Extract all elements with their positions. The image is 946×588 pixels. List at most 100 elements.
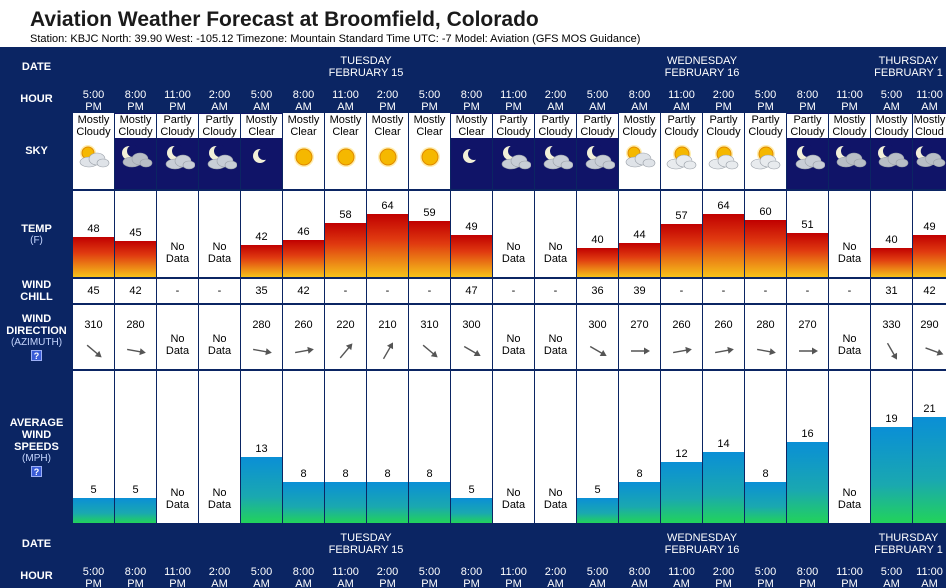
no-data-label: No Data — [493, 241, 534, 265]
temp-cell: 42 — [241, 191, 282, 277]
label-windspeed-text: AVERAGE WIND SPEEDS (MPH)? — [10, 417, 63, 478]
sky-cell: Partly Cloudy — [577, 113, 618, 189]
windspeed-cell: 12 — [661, 371, 702, 523]
windchill-cell: - — [367, 279, 408, 303]
no-data-label: No Data — [199, 333, 240, 357]
windchill-cell: 42 — [913, 279, 946, 303]
windspeed-value: 5 — [90, 483, 97, 496]
hour-ampm: AM — [547, 101, 564, 111]
hour-ampm: AM — [211, 578, 228, 588]
label-hour-bottom: HOUR — [2, 564, 71, 588]
hour-cell-bottom: 5:00 AM — [241, 564, 282, 588]
hour-cell-bottom: 11:00 AM — [325, 564, 366, 588]
temp-bar — [913, 235, 946, 277]
hour-cell: 11:00 AM — [913, 87, 946, 111]
hour-ampm: PM — [127, 578, 144, 588]
temp-bar — [661, 223, 702, 277]
windspeed-cell: No Data — [199, 371, 240, 523]
wind-arrow-icon — [334, 339, 358, 363]
sky-text: Partly Cloudy — [577, 114, 618, 138]
date-date: FEBRUARY 15 — [328, 67, 404, 79]
temp-cell: 46 — [283, 191, 324, 277]
wind-arrow-icon — [460, 339, 484, 363]
sky-cond-2: Cloudy — [202, 126, 237, 138]
hour-cell-bottom: 8:00 PM — [115, 564, 156, 588]
label-temp: TEMP (F) — [2, 191, 71, 277]
hour-cell-bottom: 11:00 AM — [661, 564, 702, 588]
windchill-value: 47 — [465, 285, 478, 297]
winddir-value: 260 — [714, 319, 733, 331]
hour-ampm: PM — [169, 578, 186, 588]
hour-cell: 11:00 PM — [493, 87, 534, 111]
hour-cell: 11:00 PM — [829, 87, 870, 111]
windchill-value: - — [175, 285, 180, 297]
sky-cell: Partly Cloudy — [157, 113, 198, 189]
windchill-value: - — [217, 285, 222, 297]
winddir-cell: No Data — [199, 305, 240, 369]
sky-cell: Mostly Cloudy — [829, 113, 870, 189]
hour-ampm: AM — [921, 578, 938, 588]
sky-cond-1: Mostly — [875, 114, 908, 126]
windchill-value: 39 — [633, 285, 646, 297]
hour-time: 11:00 — [668, 89, 695, 101]
hour-time: 8:00 — [292, 89, 315, 101]
date-header: WEDNESDAY FEBRUARY 16 — [535, 49, 869, 85]
temp-cell: 59 — [409, 191, 450, 277]
windchill-value: - — [385, 285, 390, 297]
no-data-line: No — [170, 241, 185, 253]
windchill-cell: - — [787, 279, 828, 303]
winddir-cell: 280 — [745, 305, 786, 369]
windspeed-cell: 8 — [745, 371, 786, 523]
windspeed-value: 14 — [717, 438, 730, 451]
sky-cell: Partly Cloudy — [493, 113, 534, 189]
label-temp-line: (F) — [30, 234, 43, 246]
no-data-label: No Data — [157, 333, 198, 357]
sky-cond-2: Cloudy — [790, 126, 825, 138]
hour-time: 5:00 — [586, 566, 609, 578]
windspeed-bar — [367, 482, 408, 523]
date-header-bottom: THURSDAY FEBRUARY 1 — [871, 526, 946, 562]
windspeed-bar — [577, 497, 618, 523]
no-data-label: No Data — [535, 241, 576, 265]
temp-bar — [745, 219, 786, 277]
wind-arrow-icon — [124, 339, 148, 363]
windchill-cell: - — [745, 279, 786, 303]
windspeed-value: 19 — [885, 412, 898, 425]
sky-cond-2: Cloudy — [874, 126, 909, 138]
wind-arrow-icon — [712, 339, 736, 363]
no-data-label: No Data — [535, 487, 576, 511]
temp-bar — [703, 213, 744, 277]
label-hour-line: HOUR — [20, 93, 53, 105]
sky-cell: Mostly Clear — [367, 113, 408, 189]
windchill-cell: - — [409, 279, 450, 303]
hour-ampm: AM — [547, 578, 564, 588]
hour-time: 8:00 — [628, 566, 651, 578]
temp-bar — [115, 241, 156, 277]
hour-time: 8:00 — [460, 89, 483, 101]
sky-cond-2: Cloudy — [76, 126, 111, 138]
hour-cell-bottom: 5:00 AM — [577, 564, 618, 588]
windchill-cell: 31 — [871, 279, 912, 303]
sky-cell: Partly Cloudy — [745, 113, 786, 189]
sky-cell: Partly Cloudy — [703, 113, 744, 189]
temp-value: 48 — [87, 222, 100, 235]
sky-text: Partly Cloudy — [661, 114, 702, 138]
windspeed-bar — [787, 441, 828, 523]
no-data-line: Data — [501, 253, 526, 265]
hour-cell-bottom: 5:00 AM — [871, 564, 912, 588]
sky-cell: Mostly Cloudy — [871, 113, 912, 189]
help-icon[interactable]: ? — [31, 349, 42, 361]
label-sky-line: SKY — [25, 145, 48, 157]
winddir-value: 260 — [672, 319, 691, 331]
hour-cell-bottom: 11:00 AM — [913, 564, 946, 588]
winddir-value: 300 — [588, 319, 607, 331]
temp-value: 59 — [423, 207, 436, 220]
cloud-moon-icon — [829, 144, 870, 170]
windspeed-cell: 21 — [913, 371, 946, 523]
hour-time: 8:00 — [124, 566, 147, 578]
hour-ampm: PM — [715, 101, 732, 111]
hour-time: 8:00 — [796, 89, 819, 101]
hour-time: 5:00 — [418, 566, 441, 578]
help-icon[interactable]: ? — [31, 465, 42, 477]
